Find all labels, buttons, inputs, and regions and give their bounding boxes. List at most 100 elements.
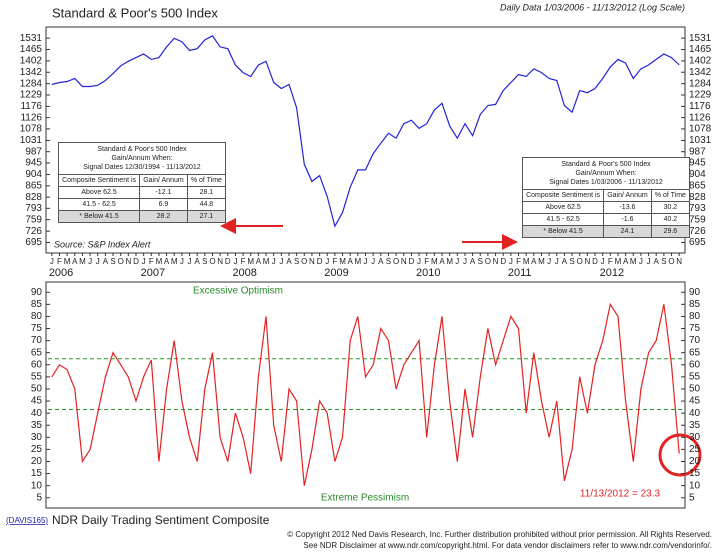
- x-tick-label: J: [272, 257, 276, 266]
- y-tick-label: 75: [689, 323, 701, 334]
- table-cell: Composite Sentiment is: [523, 189, 604, 202]
- x-tick-label: M: [339, 257, 346, 266]
- table-cell: 30.2: [650, 201, 689, 214]
- y-tick-label: 1229: [689, 90, 712, 101]
- y-tick-label: 726: [25, 226, 42, 237]
- caption-line: Gain/Annum When:: [111, 155, 173, 162]
- x-tick-label: J: [88, 257, 92, 266]
- y-tick-label: 865: [689, 180, 706, 191]
- highlight-circle: [658, 433, 702, 477]
- y-tick-label: 1342: [689, 67, 712, 78]
- annotation: Extreme Pessimism: [321, 493, 409, 504]
- x-tick-label: N: [676, 257, 682, 266]
- x-tick-label: D: [317, 257, 323, 266]
- table-cell: Composite Sentiment is: [59, 174, 140, 187]
- y-tick-label: 65: [689, 347, 701, 358]
- x-tick-label: A: [256, 257, 262, 266]
- table-cell: -1.6: [603, 213, 652, 226]
- table-cell: Gain/ Annum: [139, 174, 188, 187]
- y-tick-label: 45: [689, 396, 701, 407]
- year-label: 2011: [508, 267, 532, 279]
- year-label: 2012: [600, 267, 624, 279]
- x-tick-label: M: [630, 257, 637, 266]
- y-tick-label: 1284: [20, 78, 43, 89]
- x-tick-label: F: [149, 257, 154, 266]
- x-tick-label: A: [654, 257, 660, 266]
- x-tick-label: F: [332, 257, 337, 266]
- y-tick-label: 70: [689, 335, 701, 346]
- y-tick-label: 25: [689, 444, 701, 455]
- bottom-frame: [45, 281, 686, 509]
- y-tick-label: 20: [31, 456, 43, 467]
- y-tick-label: 15: [31, 468, 43, 479]
- y-tick-label: 1176: [689, 101, 711, 112]
- caption-line: Signal Dates 1/03/2006 - 11/13/2012: [549, 179, 663, 186]
- x-tick-label: J: [639, 257, 643, 266]
- y-tick-label: 40: [689, 408, 701, 419]
- x-tick-label: S: [386, 257, 391, 266]
- y-tick-label: 1126: [20, 112, 42, 123]
- x-tick-label: F: [608, 257, 613, 266]
- y-tick-label: 1465: [689, 44, 712, 55]
- x-tick-label: A: [348, 257, 354, 266]
- y-tick-label: 25: [31, 444, 43, 455]
- y-tick-label: 55: [689, 372, 701, 383]
- x-tick-label: N: [309, 257, 315, 266]
- y-tick-label: 55: [31, 372, 43, 383]
- source: Source: S&P Index Alert: [54, 239, 151, 249]
- y-tick-label: 1126: [689, 112, 711, 123]
- x-tick-label: N: [217, 257, 223, 266]
- table-cell: -12.1: [139, 186, 188, 199]
- x-tick-label: A: [72, 257, 78, 266]
- x-tick-label: A: [623, 257, 629, 266]
- table-cell: * Below 41.5: [59, 210, 140, 222]
- x-tick-label: J: [142, 257, 146, 266]
- y-tick-label: 40: [31, 408, 43, 419]
- x-tick-label: A: [439, 257, 445, 266]
- x-tick-label: J: [325, 257, 329, 266]
- x-tick-label: D: [592, 257, 598, 266]
- x-tick-label: M: [64, 257, 71, 266]
- x-tick-label: O: [118, 257, 124, 266]
- x-tick-label: J: [547, 257, 551, 266]
- x-tick-label: S: [294, 257, 299, 266]
- x-tick-label: O: [393, 257, 399, 266]
- table-cell: 6.9: [139, 198, 188, 211]
- table-cell: -13.6: [603, 201, 652, 214]
- x-tick-label: A: [195, 257, 201, 266]
- table-cell: % of Time: [186, 174, 225, 187]
- x-tick-label: A: [562, 257, 568, 266]
- x-tick-label: M: [446, 257, 453, 266]
- x-tick-label: J: [647, 257, 651, 266]
- y-tick-label: 20: [689, 456, 701, 467]
- caption-line: Standard & Poor's 500 Index: [561, 161, 651, 168]
- x-tick-label: J: [364, 257, 368, 266]
- x-tick-label: J: [233, 257, 237, 266]
- x-tick-label: A: [470, 257, 476, 266]
- x-tick-label: J: [50, 257, 54, 266]
- x-tick-label: N: [584, 257, 590, 266]
- x-tick-label: J: [601, 257, 605, 266]
- x-tick-label: N: [125, 257, 131, 266]
- y-tick-label: 65: [31, 347, 43, 358]
- y-tick-label: 30: [689, 432, 701, 443]
- x-tick-label: J: [463, 257, 467, 266]
- table-cell: 29.6: [650, 225, 689, 237]
- y-tick-label: 987: [689, 146, 706, 157]
- x-tick-label: A: [531, 257, 537, 266]
- y-tick-label: 1531: [20, 33, 43, 44]
- y-tick-label: 1031: [20, 135, 43, 146]
- footer: © Copyright 2012 Ned Davis Research, Inc…: [287, 530, 712, 539]
- y-tick-label: 10: [31, 480, 43, 491]
- y-tick-label: 945: [25, 158, 42, 169]
- x-tick-label: O: [577, 257, 583, 266]
- code: (DAVIS165): [6, 516, 48, 525]
- x-tick-label: O: [209, 257, 215, 266]
- y-tick-label: 1531: [689, 33, 712, 44]
- x-tick-label: J: [188, 257, 192, 266]
- table-cell: 28.1: [186, 186, 225, 199]
- x-tick-label: J: [180, 257, 184, 266]
- chart-title: Standard & Poor's 500 Index: [52, 5, 218, 20]
- y-tick-label: 695: [689, 237, 706, 248]
- x-tick-label: S: [661, 257, 666, 266]
